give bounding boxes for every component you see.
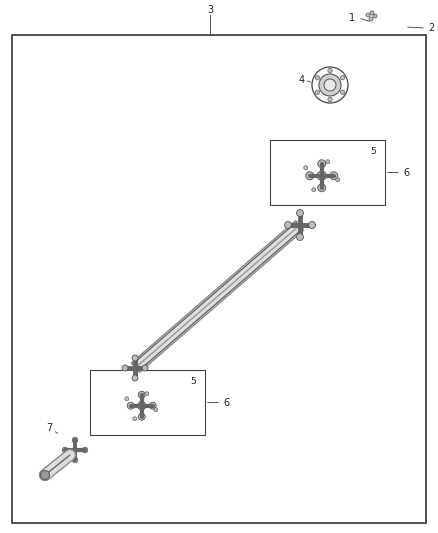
Circle shape (127, 402, 134, 409)
Circle shape (304, 166, 308, 169)
Text: 4: 4 (299, 75, 305, 85)
Circle shape (132, 355, 138, 361)
Text: 2: 2 (428, 23, 434, 33)
Bar (270, 140, 385, 205)
Circle shape (72, 457, 78, 463)
Circle shape (82, 447, 88, 453)
Circle shape (319, 74, 341, 96)
Circle shape (297, 233, 304, 240)
Circle shape (306, 172, 314, 180)
Circle shape (317, 171, 326, 180)
Text: 5: 5 (190, 377, 196, 386)
Bar (90, 370, 205, 435)
Text: 7: 7 (46, 423, 52, 433)
Circle shape (315, 90, 320, 94)
Circle shape (312, 188, 316, 192)
Circle shape (133, 417, 137, 421)
Circle shape (285, 222, 292, 229)
Text: 1: 1 (349, 13, 355, 23)
Text: 6: 6 (223, 398, 229, 408)
Circle shape (373, 14, 377, 18)
Circle shape (369, 17, 373, 21)
Circle shape (370, 11, 374, 15)
Circle shape (330, 172, 338, 180)
Circle shape (318, 184, 326, 192)
Circle shape (318, 160, 326, 168)
Circle shape (142, 365, 148, 371)
Circle shape (366, 13, 370, 17)
Circle shape (145, 392, 149, 395)
Circle shape (138, 391, 145, 398)
Circle shape (62, 447, 68, 453)
Circle shape (315, 76, 320, 80)
Circle shape (326, 160, 330, 164)
Circle shape (149, 402, 156, 409)
Circle shape (328, 98, 332, 102)
Text: 3: 3 (207, 5, 213, 15)
Circle shape (154, 408, 158, 412)
Text: 6: 6 (403, 167, 409, 177)
Circle shape (340, 76, 345, 80)
Circle shape (328, 68, 332, 72)
Circle shape (40, 471, 49, 480)
Circle shape (72, 437, 78, 443)
Circle shape (125, 397, 129, 401)
Circle shape (138, 413, 145, 420)
Text: 5: 5 (370, 148, 376, 157)
Circle shape (122, 365, 128, 371)
Circle shape (308, 222, 315, 229)
Circle shape (132, 375, 138, 381)
Circle shape (138, 402, 146, 410)
Circle shape (336, 177, 340, 182)
Circle shape (340, 90, 345, 94)
Circle shape (297, 209, 304, 216)
Circle shape (324, 79, 336, 91)
